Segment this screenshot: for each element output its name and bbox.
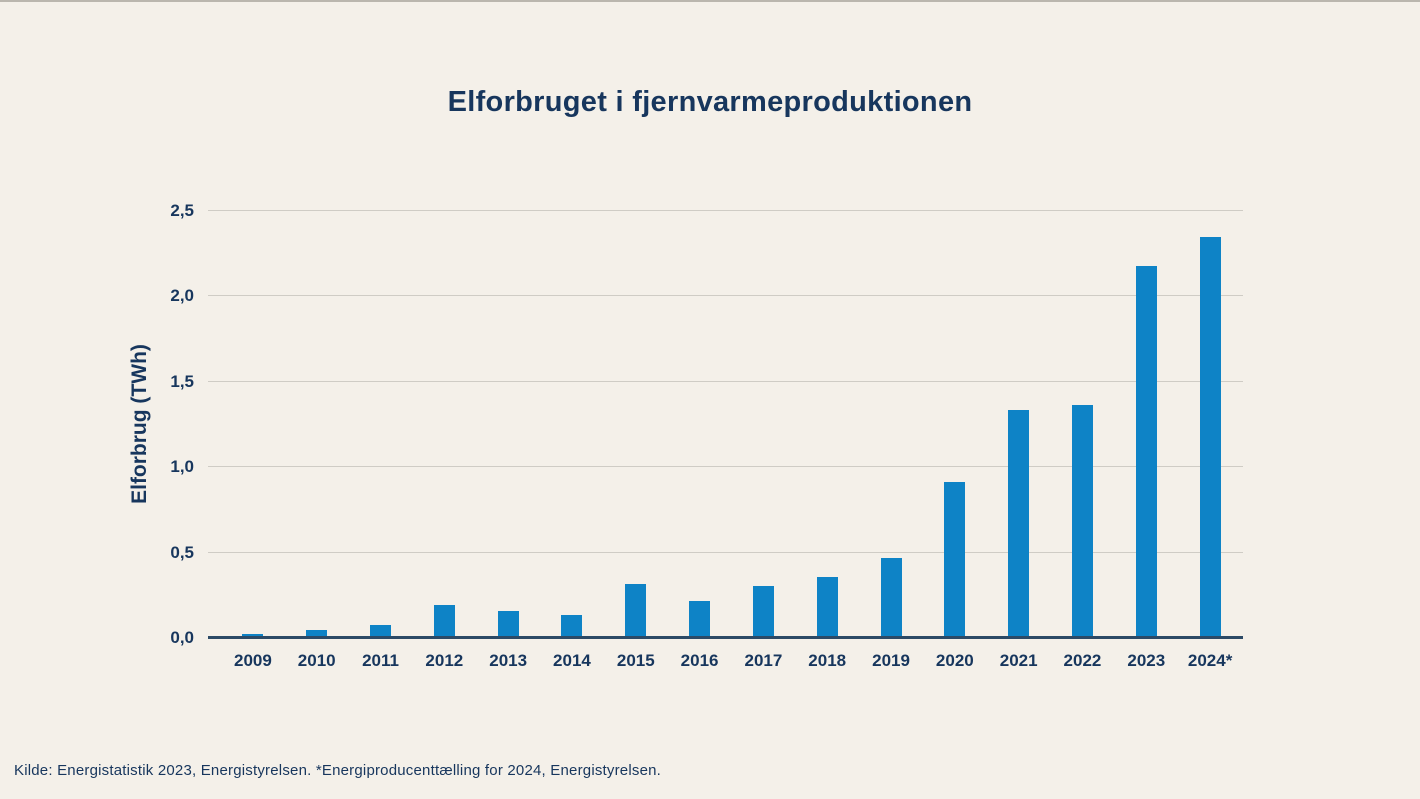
bar-slot-2018 — [795, 210, 859, 637]
gridline-2,5 — [208, 210, 1243, 211]
x-axis-label-2020: 2020 — [935, 651, 974, 670]
x-axis-label-2015: 2015 — [616, 651, 655, 670]
bars-row — [221, 210, 1242, 637]
x-axis-label-2016: 2016 — [680, 651, 719, 670]
x-axis-label-2023: 2023 — [1127, 651, 1166, 670]
gridline-0,5 — [208, 551, 1243, 553]
top-edge-divider — [0, 0, 1420, 2]
y-tick-label: 2,0 — [170, 286, 194, 306]
x-axis-baseline — [208, 636, 1243, 639]
x-axis-label-2011: 2011 — [362, 651, 399, 670]
bar-2013 — [497, 611, 519, 637]
bar-2012 — [433, 604, 455, 637]
chart-title: Elforbruget i fjernvarmeproduktionen — [447, 86, 973, 118]
x-axis-label-2012: 2012 — [425, 651, 464, 670]
x-axis-label-2024*: 2024* — [1187, 651, 1233, 670]
x-axis-label-2018: 2018 — [808, 651, 847, 670]
y-tick-label: 1,0 — [170, 457, 194, 477]
x-axis-labels-row: 2009 2010 2011 2012 2013 2014 2015 2016 2017 2018… — [221, 651, 1242, 671]
bar-2019 — [880, 558, 902, 637]
bar-2018 — [816, 577, 838, 637]
x-axis-label-2009: 2009 — [233, 651, 272, 670]
bar-2022 — [1071, 404, 1093, 637]
x-axis-label-2021: 2021 — [999, 651, 1038, 670]
x-axis-label-2010: 2010 — [297, 651, 336, 670]
bar-slot-2022 — [1051, 210, 1115, 637]
gridline-2,0 — [208, 295, 1243, 297]
bar-2017 — [752, 585, 774, 637]
y-tick-label: 2,5 — [170, 201, 194, 220]
bar-slot-2020 — [923, 210, 987, 637]
bar-2014 — [561, 614, 583, 637]
source-note: Kilde: Energistatistik 2023, Energistyre… — [14, 762, 662, 779]
bar-slot-2023 — [1114, 210, 1178, 637]
bar-2016 — [689, 601, 711, 637]
bar-slot-2019 — [859, 210, 923, 637]
bar-slot-2024* — [1178, 210, 1242, 637]
x-axis-label-2022: 2022 — [1063, 651, 1102, 670]
bar-2011 — [370, 625, 392, 637]
bar-slot-2015 — [604, 210, 668, 637]
x-axis-label-2017: 2017 — [744, 651, 783, 670]
bar-slot-2009 — [221, 210, 285, 637]
bar-slot-2016 — [668, 210, 732, 637]
bar-2010 — [306, 630, 328, 637]
bar-slot-2013 — [476, 210, 540, 637]
y-tick-label: 1,5 — [170, 371, 194, 391]
bar-2009 — [242, 633, 264, 637]
bar-2020 — [944, 481, 966, 637]
bar-2023 — [1135, 266, 1157, 637]
y-axis-title: Elforbrug (TWh) — [128, 344, 151, 504]
bar-slot-2011 — [349, 210, 413, 637]
bar-slot-2017 — [732, 210, 796, 637]
bar-2024* — [1199, 237, 1221, 637]
x-axis-label-2019: 2019 — [872, 651, 910, 670]
bar-slot-2012 — [412, 210, 476, 637]
bar-slot-2014 — [540, 210, 604, 637]
y-tick-label: 0,0 — [170, 628, 194, 647]
gridline-1,5 — [208, 380, 1243, 382]
x-axis-label-2013: 2013 — [489, 651, 528, 670]
bar-2021 — [1008, 409, 1030, 637]
bar-slot-2010 — [285, 210, 349, 637]
bar-slot-2021 — [987, 210, 1051, 637]
bar-chart-plot-area: 0,0 0,5 1,0 1,5 2,0 2,5 2009 2010 2011 2012 2013 2… — [170, 201, 1243, 670]
y-tick-label: 0,5 — [170, 542, 194, 562]
x-axis-label-2014: 2014 — [553, 651, 591, 670]
gridline-1,0 — [208, 466, 1243, 468]
bar-2015 — [625, 584, 647, 637]
